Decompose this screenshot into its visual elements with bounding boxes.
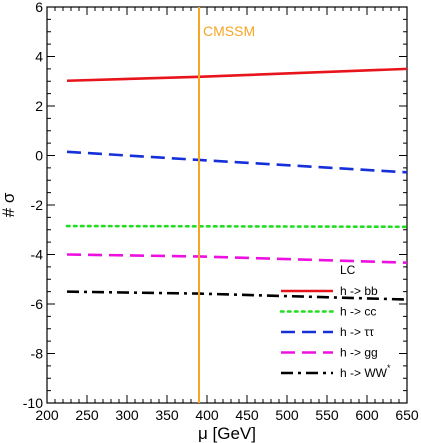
- plot-frame: [46, 6, 408, 404]
- x-tick-label: 550: [315, 407, 339, 423]
- y-tick-label: -2: [31, 197, 44, 213]
- x-tick-label: 600: [355, 407, 379, 423]
- cmssm-label: CMSSM: [203, 23, 255, 39]
- legend-label: h -> bb: [340, 284, 378, 298]
- legend-label: h -> ττ: [340, 325, 374, 339]
- x-tick-label: 200: [35, 407, 59, 423]
- series-line: [65, 224, 409, 229]
- series-line: [66, 253, 408, 264]
- x-tick-label: 400: [195, 407, 219, 423]
- y-tick-label: -10: [23, 395, 43, 411]
- series-lines: [65, 67, 409, 301]
- y-tick-label: -6: [31, 296, 44, 312]
- x-tick-label: 350: [155, 407, 179, 423]
- tick-labels: 200 250 300 350 400 450 500 550 600 650 -10 -8 -6 -4 -…: [23, 0, 419, 423]
- series-line: [66, 67, 408, 83]
- y-tick-label: 2: [35, 98, 43, 114]
- x-tick-label: 250: [75, 407, 99, 423]
- y-tick-label: -4: [31, 247, 44, 263]
- x-tick-label: 500: [275, 407, 299, 423]
- axis-ticks: [46, 6, 408, 404]
- y-tick-label: 4: [35, 49, 43, 65]
- legend-label: h -> cc: [340, 305, 376, 319]
- legend-title: LC: [340, 263, 356, 277]
- x-axis-title: μ [GeV]: [198, 424, 256, 443]
- y-axis-title: # σ: [0, 192, 18, 217]
- x-tick-label: 650: [395, 407, 419, 423]
- series-line: [66, 150, 408, 174]
- legend: LC h -> bb h -> cc h -> ττ h -> gg h -> WW*: [279, 263, 391, 380]
- x-tick-label: 450: [235, 407, 259, 423]
- y-tick-label: 0: [35, 148, 43, 164]
- legend-label: h -> gg: [340, 346, 378, 360]
- y-tick-label: -8: [31, 346, 44, 362]
- plot-border: [46, 6, 408, 404]
- annotation-layer: CMSSM: [198, 7, 255, 403]
- y-tick-label: 6: [35, 0, 43, 15]
- legend-label: h -> WW*: [340, 363, 391, 380]
- x-tick-label: 300: [115, 407, 139, 423]
